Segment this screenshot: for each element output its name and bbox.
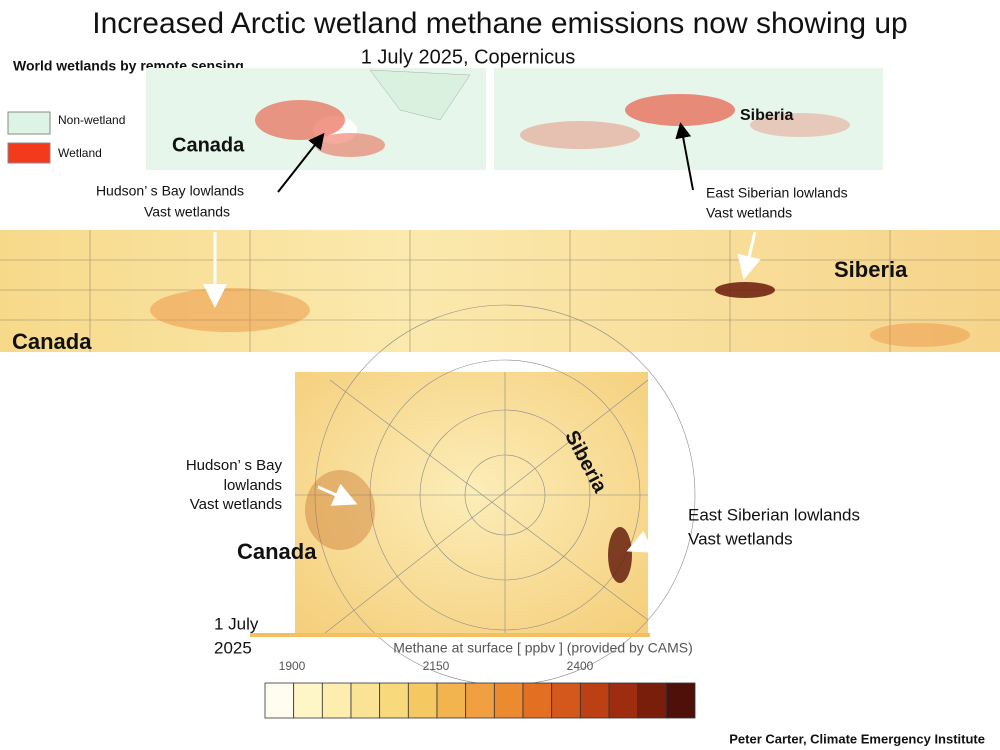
date: 2025 [214, 638, 252, 657]
annotation: Vast wetlands [688, 529, 793, 548]
footer: Peter Carter, Climate Emergency Institut… [729, 731, 985, 746]
colorbar-swatch [350, 682, 381, 719]
colorbar-tick: 2150 [423, 659, 450, 673]
caption: Methane at surface [ ppbv ] (provided by… [393, 640, 693, 656]
colorbar-swatch [293, 682, 323, 719]
methane-strip [0, 230, 1000, 352]
colorbar-swatch [608, 682, 639, 719]
arrow [317, 483, 358, 506]
map-label: Canada [12, 329, 92, 354]
annotation: East Siberian lowlands [688, 505, 860, 524]
colorbar-swatch [407, 682, 438, 719]
colorbar-swatch [665, 682, 696, 719]
colorbar-swatch [551, 682, 581, 719]
legend-label: Non-wetland [58, 113, 125, 127]
colorbar-swatch [493, 682, 524, 719]
polar-map [250, 304, 696, 686]
legend-label: Wetland [58, 146, 102, 160]
annotation: Vast wetlands [190, 496, 282, 513]
annotation: Vast wetlands [706, 205, 792, 221]
annotation: lowlands [224, 477, 282, 494]
arrow [277, 132, 325, 193]
colorbar-swatch [379, 682, 409, 719]
legend-swatch [7, 111, 51, 135]
map-label: Canada [237, 539, 317, 564]
subtitle: 1 July 2025, Copernicus [361, 46, 576, 68]
colorbar-swatch [579, 682, 610, 719]
annotation: East Siberian lowlands [706, 185, 848, 201]
colorbar-swatch [637, 682, 667, 719]
colorbar: 1900 2150 2400 [264, 659, 696, 719]
map-label: Canada [172, 134, 245, 156]
colorbar-swatch [264, 682, 295, 719]
annotation: Hudson’ s Bay [186, 457, 283, 474]
colorbar-swatch [522, 682, 553, 719]
colorbar-tick: 2400 [567, 659, 594, 673]
map-label: Siberia [834, 257, 908, 282]
title: Increased Arctic wetland methane emissio… [92, 7, 907, 40]
arrow [626, 530, 669, 553]
colorbar-tick: 1900 [279, 659, 306, 673]
arrow [675, 122, 694, 191]
colorbar-swatch [321, 682, 352, 719]
annotation: Vast wetlands [144, 204, 230, 220]
annotation: Hudson’ s Bay lowlands [96, 183, 244, 199]
arrow [737, 231, 761, 280]
colorbar-swatch [465, 682, 495, 719]
colorbar-swatch [436, 682, 467, 719]
legend-swatch [7, 142, 51, 164]
date: 1 July [214, 614, 259, 633]
map-label: Siberia [740, 107, 793, 124]
